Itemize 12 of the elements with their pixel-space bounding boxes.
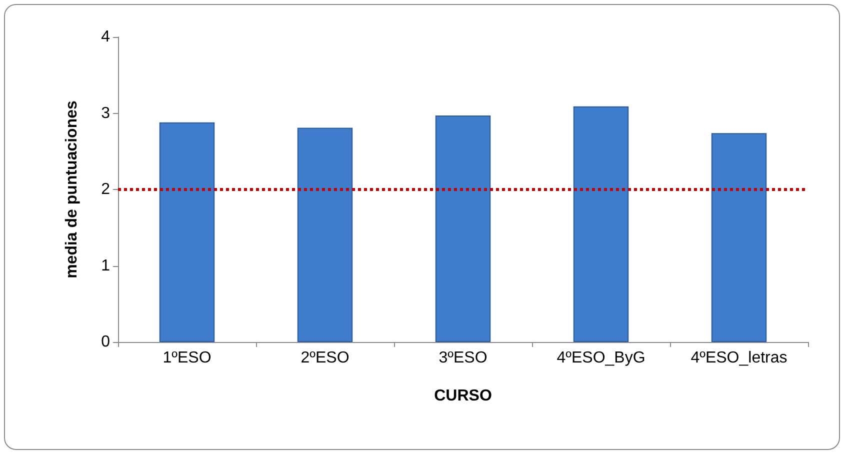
- y-tick-label: 3: [101, 104, 110, 122]
- x-axis-title: CURSO: [434, 388, 492, 404]
- x-tick-label: 3ºESO: [438, 350, 488, 366]
- y-tick-label: 0: [101, 334, 110, 350]
- y-axis-title: media de puntuaciones: [64, 100, 80, 278]
- x-tick-label: 4ºESO_letras: [690, 350, 788, 366]
- y-tick-label: 1: [101, 257, 110, 274]
- x-tick-label: 2ºESO: [300, 350, 350, 366]
- y-tick-label: 2: [101, 181, 110, 198]
- x-tick-label: 4ºESO_ByG: [556, 350, 646, 366]
- x-tick-label: 1ºESO: [162, 350, 212, 366]
- y-tick-label: 4: [101, 28, 110, 46]
